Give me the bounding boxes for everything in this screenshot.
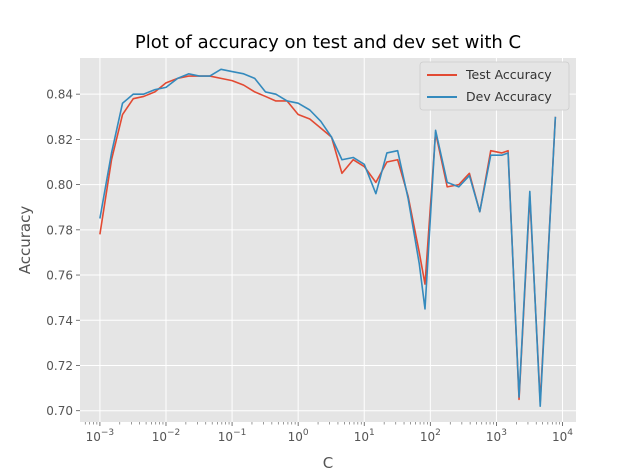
x-tick-label: 101 bbox=[354, 428, 375, 444]
legend-label-dev-accuracy: Dev Accuracy bbox=[466, 89, 552, 104]
x-tick-label: 100 bbox=[288, 428, 309, 444]
y-tick-label: 0.76 bbox=[46, 269, 73, 283]
y-tick-label: 0.80 bbox=[46, 178, 73, 192]
legend: Test Accuracy Dev Accuracy bbox=[419, 61, 570, 111]
y-tick-label: 0.84 bbox=[46, 88, 73, 102]
x-tick-label: 10−1 bbox=[218, 428, 247, 444]
legend-label-test-accuracy: Test Accuracy bbox=[465, 67, 552, 82]
x-tick-label: 10−3 bbox=[86, 428, 115, 444]
x-tick-label: 104 bbox=[552, 428, 573, 444]
x-tick-label: 10−2 bbox=[152, 428, 181, 444]
series-lines bbox=[99, 68, 557, 407]
x-axis-ticks: 10−3 10−2 10−1 100 101 102 103 104 bbox=[84, 422, 573, 444]
x-tick-label: 102 bbox=[420, 428, 441, 444]
y-tick-label: 0.78 bbox=[46, 223, 73, 237]
y-axis-ticks: 0.70 0.72 0.74 0.76 0.78 0.80 0.82 0.84 bbox=[46, 88, 80, 418]
plot-background bbox=[80, 58, 576, 422]
y-tick-label: 0.74 bbox=[46, 314, 73, 328]
x-tick-label: 103 bbox=[486, 428, 507, 444]
series-line-dev-accuracy bbox=[99, 68, 557, 407]
y-tick-label: 0.82 bbox=[46, 133, 73, 147]
x-axis-label: C bbox=[323, 454, 333, 472]
grid-lines bbox=[80, 58, 576, 422]
chart-title: Plot of accuracy on test and dev set wit… bbox=[135, 32, 521, 53]
y-tick-label: 0.72 bbox=[46, 359, 73, 373]
legend-box bbox=[419, 61, 570, 111]
y-tick-label: 0.70 bbox=[46, 404, 73, 418]
y-axis-label: Accuracy bbox=[16, 206, 34, 275]
